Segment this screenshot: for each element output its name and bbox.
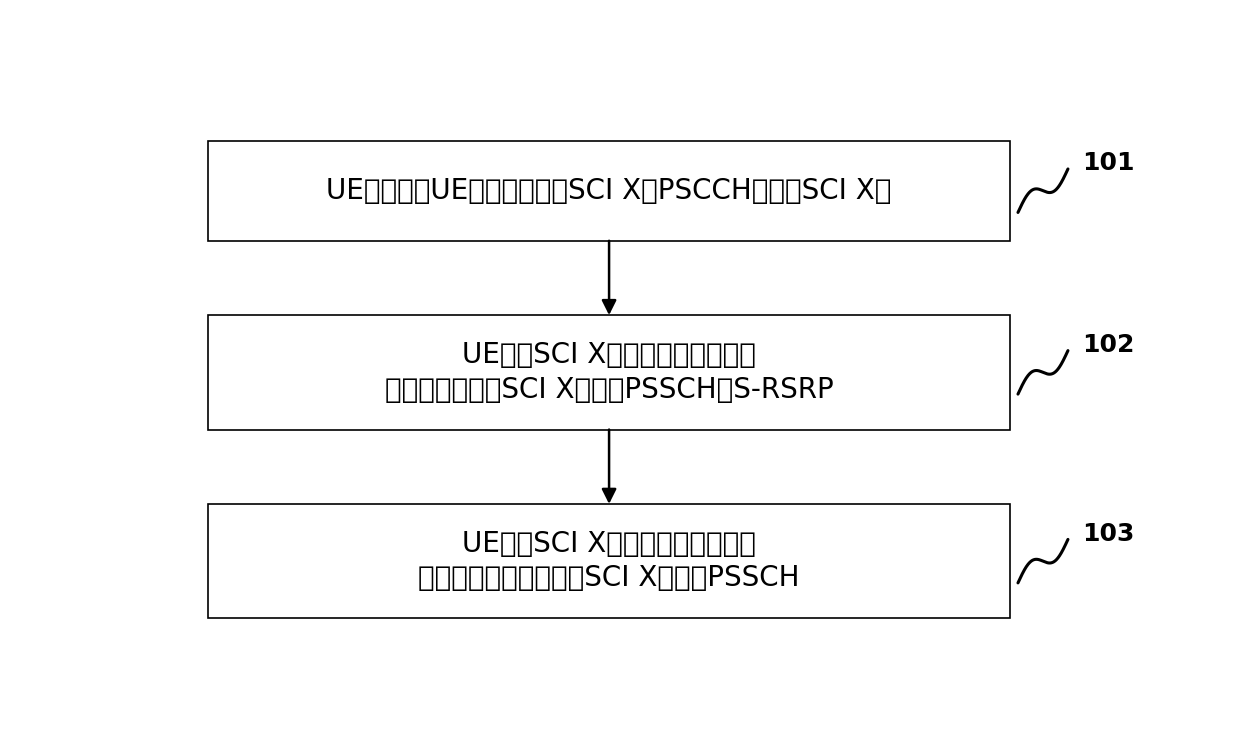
Text: UE根据SCI X的调制编码指示信息: UE根据SCI X的调制编码指示信息 [463,530,756,558]
Text: UE检测其它UE发送的格式为SCI X的PSCCH（简称SCI X）: UE检测其它UE发送的格式为SCI X的PSCCH（简称SCI X） [326,177,892,205]
Text: 102: 102 [1083,333,1135,357]
Text: 确定是否进一步解调被SCI X调度的PSSCH: 确定是否进一步解调被SCI X调度的PSSCH [418,565,800,592]
Bar [208,504,1011,618]
Bar [208,140,1011,241]
Text: 确定是否测量被SCI X调度的PSSCH的S-RSRP: 确定是否测量被SCI X调度的PSSCH的S-RSRP [384,375,833,403]
Text: 103: 103 [1083,522,1135,545]
Text: 101: 101 [1083,152,1135,175]
Text: UE根据SCI X的调制编码指示信息: UE根据SCI X的调制编码指示信息 [463,341,756,369]
Bar [208,315,1011,429]
